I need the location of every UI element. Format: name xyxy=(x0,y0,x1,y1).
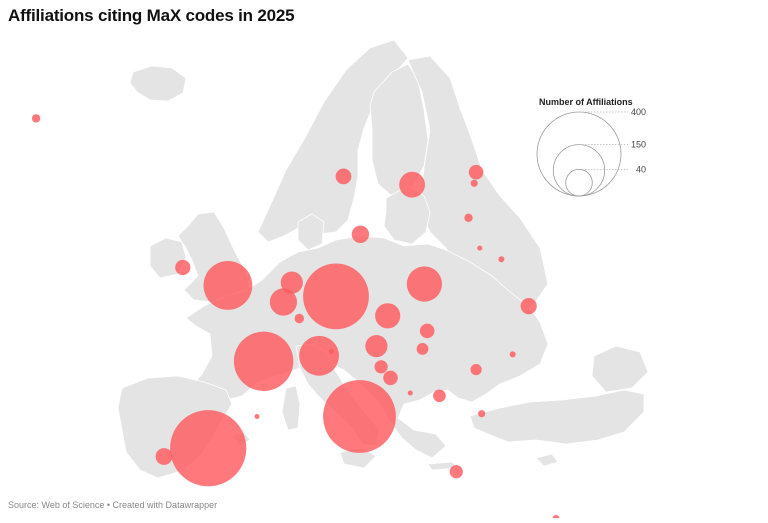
bubble-croatia[interactable]: Croatia: 12 xyxy=(383,370,398,386)
bubble-slovenia[interactable]: Slovenia: 10 xyxy=(374,360,388,374)
bubble-belarus[interactable]: Belarus: 2 xyxy=(498,256,505,263)
bubble-bosnia-and-herzegovina[interactable]: Bosnia and Herzegovina: 1 xyxy=(407,390,413,396)
bubble-finland[interactable]: Finland: 12 xyxy=(468,164,484,180)
bubble-bulgaria[interactable]: Bulgaria: 3 xyxy=(478,410,486,418)
bubble-ukraine[interactable]: Ukraine: 15 xyxy=(520,298,537,315)
bubble-liechtenstein[interactable]: Liechtenstein: 1 xyxy=(328,349,334,355)
land-turkey xyxy=(469,389,645,445)
bubble-greece[interactable]: Greece: 10 xyxy=(449,465,463,479)
chart-title: Affiliations citing MaX codes in 2025 xyxy=(8,6,295,25)
bubble-romania[interactable]: Romania: 7 xyxy=(470,364,482,376)
legend-circle-40 xyxy=(565,168,593,197)
bubble-norway[interactable]: Norway: 14 xyxy=(335,168,352,185)
bubble-portugal[interactable]: Portugal: 16 xyxy=(155,448,173,465)
bubble-united-kingdom[interactable]: United Kingdom: 135 xyxy=(203,261,253,310)
bubble-estonia[interactable]: Estonia: 3 xyxy=(470,179,478,187)
bubble-switzerland[interactable]: Switzerland: 90 xyxy=(299,335,339,376)
bubble-netherlands[interactable]: Netherlands: 28 xyxy=(280,271,303,294)
bubble-moldova[interactable]: Moldova: 2 xyxy=(509,351,516,358)
legend-circle-150 xyxy=(552,144,606,197)
land-caucasus xyxy=(591,345,649,393)
bubble-latvia[interactable]: Latvia: 4 xyxy=(464,213,473,222)
land-cyprus xyxy=(535,453,559,467)
bubble-denmark[interactable]: Denmark: 17 xyxy=(351,225,370,243)
bubble-serbia[interactable]: Serbia: 9 xyxy=(433,389,446,403)
bubble-ireland[interactable]: Ireland: 13 xyxy=(175,259,191,276)
bubble-luxembourg[interactable]: Luxembourg: 5 xyxy=(294,313,304,324)
legend-label-150: 150 xyxy=(631,140,646,150)
footer-source: Source: Web of Science • Created with Da… xyxy=(8,500,218,510)
land-sardinia xyxy=(281,385,301,431)
bubble-andorra[interactable]: Andorra: 1 xyxy=(254,414,260,419)
legend-label-40: 40 xyxy=(636,164,646,174)
land-iceland xyxy=(129,65,187,102)
land-denmark xyxy=(297,213,325,251)
bubble-italy[interactable]: Italy: 300 xyxy=(323,380,396,453)
bubbles-layer: Spain: 330 Italy: 300 Germany: 245France: … xyxy=(31,114,560,523)
bubble-iceland[interactable]: Iceland: 4 xyxy=(31,114,41,123)
legend-title: Number of Affiliations xyxy=(539,97,633,107)
bubble-lithuania[interactable]: Lithuania: 1 xyxy=(477,245,483,251)
bubble-hungary[interactable]: Hungary: 8 xyxy=(416,343,429,355)
bubble-spain[interactable]: Spain: 330 xyxy=(170,410,247,487)
legend: Number of Affiliations 400 150 40 xyxy=(536,97,646,197)
bubble-poland[interactable]: Poland: 70 xyxy=(406,266,442,302)
bubble-germany[interactable]: Germany: 245 xyxy=(303,263,369,330)
bubble-slovakia[interactable]: Slovakia: 12 xyxy=(419,323,435,339)
bubble-france[interactable]: France: 200 xyxy=(233,331,294,391)
legend-label-400: 400 xyxy=(631,107,646,117)
bubble-austria[interactable]: Austria: 28 xyxy=(365,335,388,358)
bubble-czechia[interactable]: Czechia: 36 xyxy=(375,303,401,329)
bubble-sweden[interactable]: Sweden: 38 xyxy=(399,171,425,198)
bubble-belgium[interactable]: Belgium: 42 xyxy=(269,288,297,316)
legend-circle-400 xyxy=(536,111,622,197)
